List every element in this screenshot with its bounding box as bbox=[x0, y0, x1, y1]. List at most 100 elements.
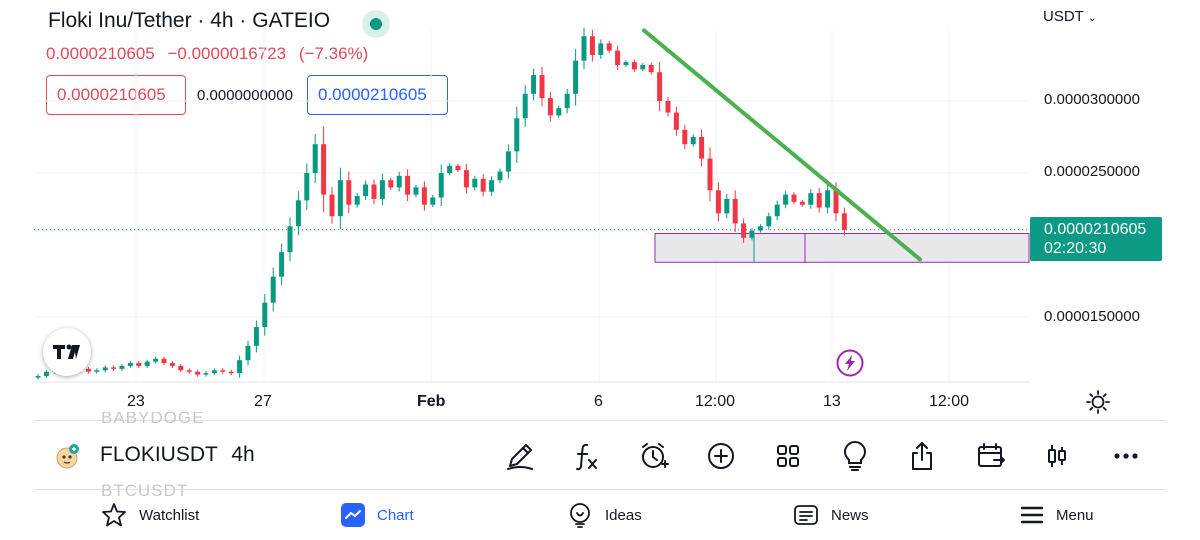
candle-body bbox=[35, 376, 41, 378]
candle-body bbox=[169, 363, 175, 366]
candle-body bbox=[329, 194, 335, 217]
interval-label[interactable]: 4h bbox=[231, 443, 255, 466]
y-axis-label: 0.0000300000 bbox=[1044, 91, 1140, 108]
chart-icon bbox=[341, 503, 365, 527]
market-status-icon[interactable] bbox=[362, 10, 390, 38]
candle-body bbox=[363, 184, 369, 197]
nav-watchlist-label: Watchlist bbox=[139, 506, 200, 524]
more-icon[interactable] bbox=[1106, 436, 1146, 476]
candle-body bbox=[480, 178, 486, 192]
candle-body bbox=[405, 175, 411, 195]
nav-chart[interactable]: Chart bbox=[341, 500, 414, 530]
candle-body bbox=[682, 129, 688, 145]
ideas-icon[interactable] bbox=[835, 436, 875, 476]
chevron-down-icon: ⌄ bbox=[1087, 12, 1097, 24]
candle-body bbox=[186, 370, 192, 372]
candle-body bbox=[388, 180, 394, 188]
candle-body bbox=[825, 190, 831, 208]
tradingview-logo-icon[interactable] bbox=[43, 328, 91, 376]
alert-icon[interactable] bbox=[634, 436, 674, 476]
candle-body bbox=[615, 50, 621, 65]
candle-body bbox=[472, 178, 478, 188]
candle-body bbox=[707, 158, 713, 191]
currency-selector[interactable]: USDT ⌄ bbox=[1043, 8, 1097, 25]
hamburger-menu-icon bbox=[1020, 506, 1044, 524]
price-chart[interactable] bbox=[0, 0, 1200, 420]
candle-body bbox=[195, 371, 201, 375]
candle-body bbox=[514, 118, 520, 152]
candle-body bbox=[304, 173, 310, 201]
star-icon bbox=[102, 503, 126, 527]
candle-body bbox=[354, 196, 360, 205]
candle-body bbox=[220, 370, 226, 372]
chart-settings-icon[interactable] bbox=[1085, 389, 1111, 415]
candle-body bbox=[749, 230, 755, 238]
candle-body bbox=[237, 360, 243, 374]
candle-body bbox=[522, 93, 528, 119]
candle-body bbox=[665, 101, 671, 113]
candle-body bbox=[606, 43, 612, 51]
nav-menu[interactable]: Menu bbox=[1020, 500, 1094, 530]
candle-body bbox=[673, 112, 679, 130]
candle-body bbox=[245, 345, 251, 361]
candle-body bbox=[631, 62, 637, 70]
last-price-badge: 0.0000210605 02:20:30 bbox=[1030, 217, 1162, 261]
nav-news-label: News bbox=[831, 506, 869, 524]
candle-body bbox=[161, 358, 167, 364]
trendline bbox=[642, 28, 922, 262]
share-icon[interactable] bbox=[902, 436, 942, 476]
candle-body bbox=[489, 180, 495, 192]
next-symbol-ghost: BTCUSDT bbox=[101, 481, 189, 497]
candle-body bbox=[396, 175, 402, 188]
candle-body bbox=[539, 75, 545, 99]
x-axis-label: 23 bbox=[127, 393, 145, 410]
badge-countdown: 02:20:30 bbox=[1044, 240, 1107, 257]
candles-icon[interactable] bbox=[1037, 436, 1077, 476]
x-axis-label: 13 bbox=[823, 393, 841, 410]
nav-menu-label: Menu bbox=[1056, 506, 1094, 524]
candle-body bbox=[228, 371, 234, 374]
candle-body bbox=[270, 276, 276, 303]
candle-body bbox=[808, 193, 814, 205]
candle-body bbox=[85, 368, 91, 372]
candle-body bbox=[136, 363, 142, 366]
candle-body bbox=[783, 194, 789, 205]
floki-coin-icon bbox=[54, 443, 80, 469]
candle-body bbox=[799, 201, 805, 205]
draw-icon[interactable] bbox=[500, 436, 540, 476]
nav-news[interactable]: News bbox=[793, 500, 869, 530]
x-axis-label: 12:00 bbox=[929, 393, 970, 410]
candle-body bbox=[556, 108, 562, 116]
candle-body bbox=[178, 365, 184, 371]
nav-ideas[interactable]: Ideas bbox=[567, 500, 642, 530]
x-axis-label: 12:00 bbox=[695, 393, 736, 410]
candle-body bbox=[564, 93, 570, 109]
candle-body bbox=[715, 190, 721, 214]
divider bbox=[34, 489, 1166, 490]
candle-body bbox=[766, 216, 772, 227]
candle-body bbox=[279, 252, 285, 277]
sell-button[interactable]: 0.0000210605 bbox=[46, 75, 186, 115]
badge-price: 0.0000210605 bbox=[1044, 221, 1147, 238]
lightbulb-icon bbox=[570, 503, 590, 528]
replay-icon[interactable] bbox=[970, 436, 1010, 476]
nav-watchlist[interactable]: Watchlist bbox=[101, 500, 199, 530]
candle-body bbox=[581, 36, 587, 61]
candle-body bbox=[816, 193, 822, 208]
candle-body bbox=[337, 180, 343, 217]
price-change: −0.0000016723 bbox=[167, 44, 287, 63]
candle-body bbox=[144, 361, 150, 366]
candle-body bbox=[455, 165, 461, 171]
lightning-icon[interactable] bbox=[836, 349, 864, 377]
candle-body bbox=[463, 170, 469, 188]
candle-body bbox=[94, 370, 100, 372]
nav-chart-label: Chart bbox=[377, 506, 414, 524]
candle-body bbox=[430, 197, 436, 205]
layouts-icon[interactable] bbox=[768, 436, 808, 476]
add-icon[interactable] bbox=[701, 436, 741, 476]
symbol-selector[interactable]: FLOKIUSDT 4h bbox=[100, 443, 255, 467]
symbol-title[interactable]: Floki Inu/Tether · 4h · GATEIO bbox=[48, 9, 331, 32]
buy-button[interactable]: 0.0000210605 bbox=[307, 75, 448, 115]
candle-body bbox=[346, 180, 352, 205]
indicators-icon[interactable] bbox=[567, 436, 607, 476]
